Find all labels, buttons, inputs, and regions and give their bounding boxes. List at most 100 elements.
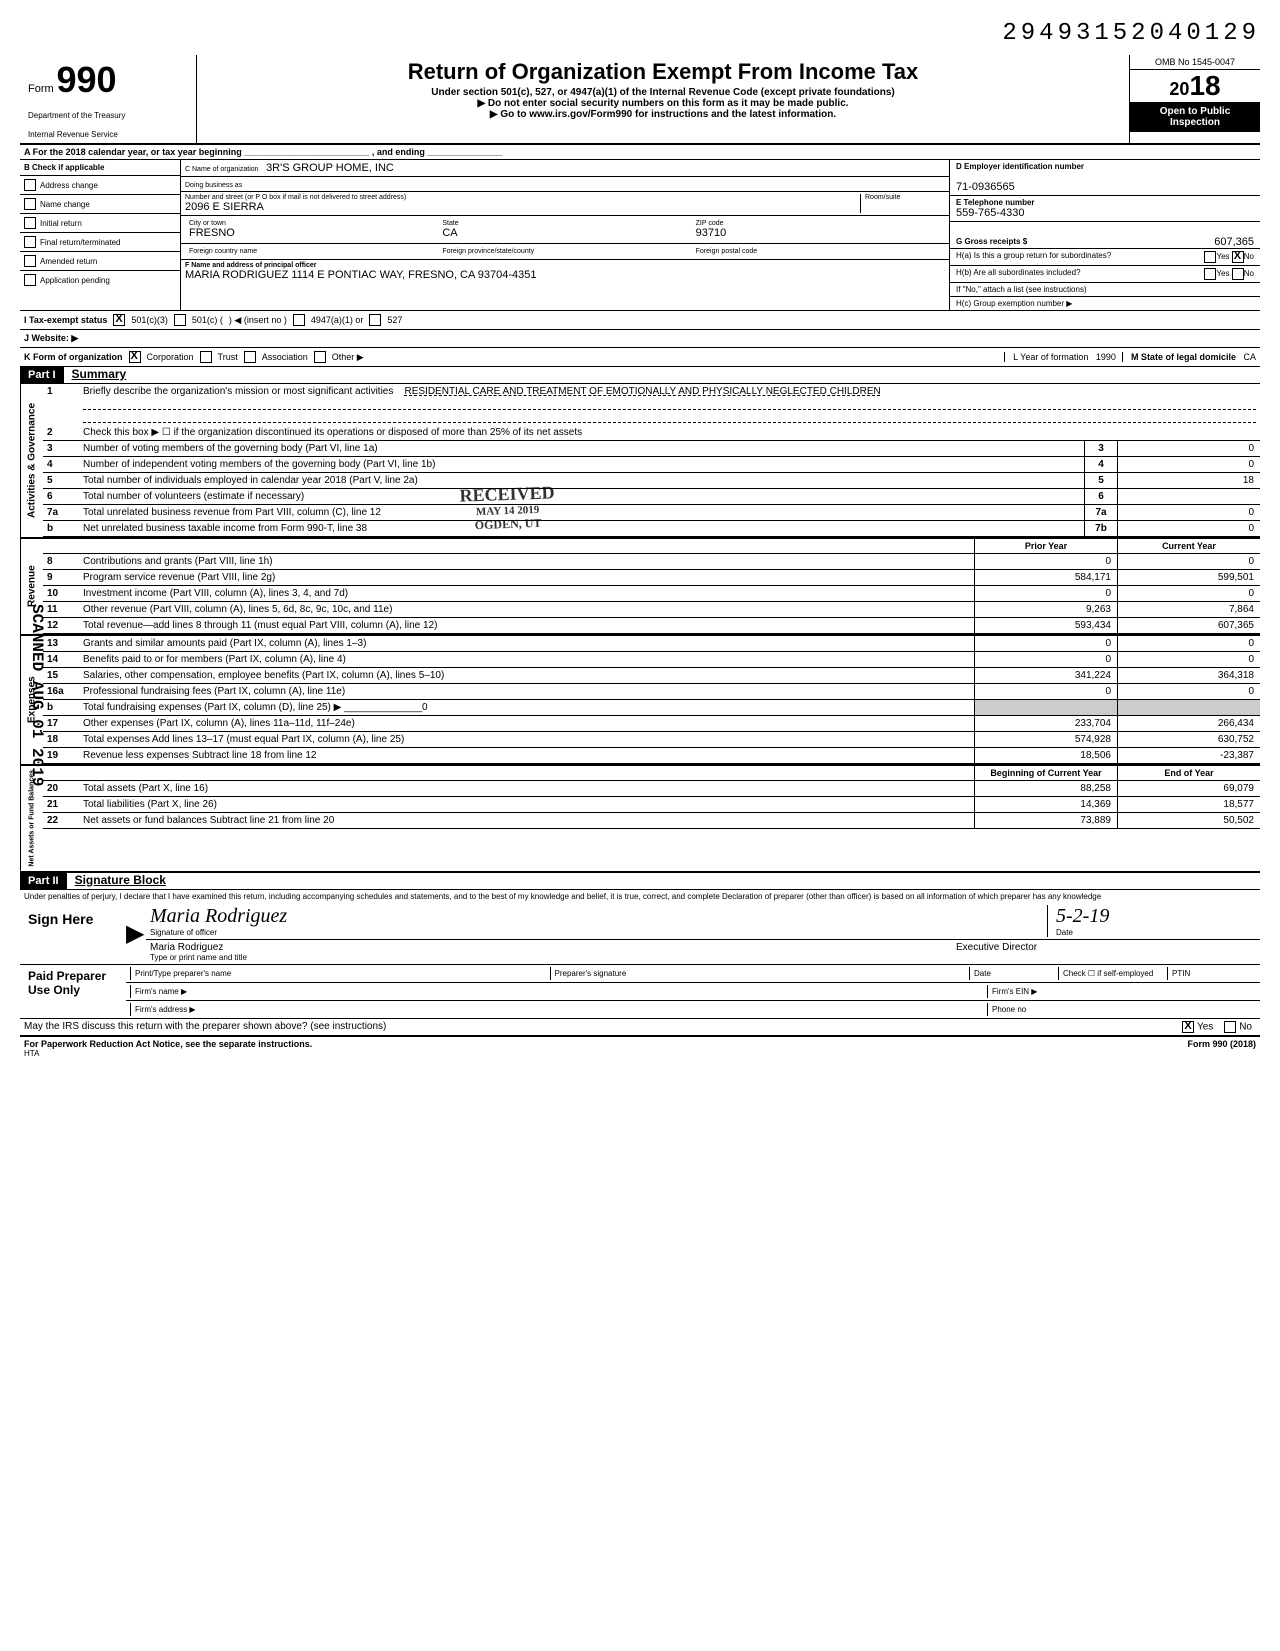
city-state-zip-row: City or townFRESNO StateCA ZIP code93710 <box>181 216 949 244</box>
bal-line-21: 21 Total liabilities (Part X, line 26) 1… <box>43 797 1260 813</box>
discuss-no-checkbox[interactable] <box>1224 1021 1236 1033</box>
ein: 71-0936565 <box>956 171 1254 193</box>
officer-signature: Maria Rodriguez <box>150 905 1047 928</box>
form-prefix: Form <box>28 83 54 95</box>
principal-officer: MARIA RODRIGUEZ 1114 E PONTIAC WAY, FRES… <box>185 269 945 281</box>
dba-row: Doing business as <box>181 177 949 192</box>
h-a-row: H(a) Is this a group return for subordin… <box>950 249 1260 266</box>
exp-line-19: 19 Revenue less expenses Subtract line 1… <box>43 748 1260 764</box>
form-box: Form 990 Department of the Treasury Inte… <box>20 55 197 143</box>
exp-line-13: 13 Grants and similar amounts paid (Part… <box>43 636 1260 652</box>
address-row: Number and street (or P O box if mail is… <box>181 192 949 216</box>
perjury-warning: Under penalties of perjury, I declare th… <box>20 890 1260 903</box>
open-public: Open to Public Inspection <box>1130 102 1260 132</box>
gov-line-7a: 7a Total unrelated business revenue from… <box>43 505 1260 521</box>
check-initial-return[interactable]: Initial return <box>20 214 180 233</box>
part2-header-row: Part II Signature Block <box>20 873 1260 890</box>
mission-text: RESIDENTIAL CARE AND TREATMENT OF EMOTIO… <box>405 386 881 397</box>
sign-date: 5-2-19 <box>1056 905 1256 928</box>
sign-here-row: Sign Here ▶ Maria Rodriguez Signature of… <box>20 903 1260 965</box>
part2-label: Part II <box>20 873 67 889</box>
state-domicile: CA <box>1243 352 1256 362</box>
side-governance: Activities & Governance <box>20 384 43 537</box>
gov-line-4: 4 Number of independent voting members o… <box>43 457 1260 473</box>
discuss-yes-checkbox[interactable] <box>1182 1021 1194 1033</box>
col-b-header: B Check if applicable <box>20 160 180 176</box>
year-formation: 1990 <box>1096 352 1116 362</box>
paperwork-notice: For Paperwork Reduction Act Notice, see … <box>24 1039 312 1049</box>
501c3-checkbox[interactable] <box>113 314 125 326</box>
check-final-return[interactable]: Final return/terminated <box>20 233 180 252</box>
gross-receipts-row: G Gross receipts $ 607,365 <box>950 222 1260 249</box>
dept-irs: Internal Revenue Service <box>28 130 188 139</box>
subtitle-1: Under section 501(c), 527, or 4947(a)(1)… <box>201 87 1125 98</box>
501c-checkbox[interactable] <box>174 314 186 326</box>
gov-line-6: 6 Total number of volunteers (estimate i… <box>43 489 1260 505</box>
ha-no-checkbox[interactable] <box>1232 251 1244 263</box>
city: FRESNO <box>189 227 434 239</box>
zip: 93710 <box>696 227 941 239</box>
main-title: Return of Organization Exempt From Incom… <box>201 59 1125 85</box>
part1-label: Part I <box>20 367 64 383</box>
4947-checkbox[interactable] <box>293 314 305 326</box>
rev-line-12: 12 Total revenue—add lines 8 through 11 … <box>43 618 1260 634</box>
section-b: B Check if applicable Address change Nam… <box>20 160 1260 311</box>
col-b-checkboxes: B Check if applicable Address change Nam… <box>20 160 181 310</box>
bal-line-20: 20 Total assets (Part X, line 16) 88,258… <box>43 781 1260 797</box>
part1-header-row: Part I Summary <box>20 367 1260 384</box>
subtitle-2: ▶ Do not enter social security numbers o… <box>201 98 1125 109</box>
paid-preparer-label: Paid Preparer Use Only <box>20 965 126 1018</box>
balance-header-row: Beginning of Current Year End of Year <box>43 766 1260 781</box>
check-amended[interactable]: Amended return <box>20 252 180 271</box>
hb-no-checkbox[interactable] <box>1232 268 1244 280</box>
sign-here-label: Sign Here <box>20 903 126 964</box>
side-expenses: Expenses <box>20 636 43 764</box>
check-application-pending[interactable]: Application pending <box>20 271 180 289</box>
exp-line-17: 17 Other expenses (Part IX, column (A), … <box>43 716 1260 732</box>
printed-name: Maria Rodriguez <box>150 942 956 953</box>
check-address-change[interactable]: Address change <box>20 176 180 195</box>
gross-receipts: 607,365 <box>1214 236 1254 248</box>
dept-treasury: Department of the Treasury <box>28 111 188 120</box>
exp-line-b: b Total fundraising expenses (Part IX, c… <box>43 700 1260 716</box>
other-checkbox[interactable] <box>314 351 326 363</box>
governance-section: Activities & Governance 1 Briefly descri… <box>20 384 1260 539</box>
omb-number: OMB No 1545-0047 <box>1130 55 1260 70</box>
trust-checkbox[interactable] <box>200 351 212 363</box>
col-c-org-info: C Name of organization 3R'S GROUP HOME, … <box>181 160 950 310</box>
principal-officer-row: F Name and address of principal officer … <box>181 260 949 283</box>
received-stamp: RECEIVED MAY 14 2019 OGDEN, UT <box>459 482 556 533</box>
check-name-change[interactable]: Name change <box>20 195 180 214</box>
ein-row: D Employer identification number 71-0936… <box>950 160 1260 196</box>
part2-title: Signature Block <box>67 873 166 889</box>
row-j-website: J Website: ▶ <box>20 330 1260 348</box>
hta: HTA <box>24 1049 312 1058</box>
exp-line-18: 18 Total expenses Add lines 13–17 (must … <box>43 732 1260 748</box>
col-d-ids: D Employer identification number 71-0936… <box>950 160 1260 310</box>
corp-checkbox[interactable] <box>129 351 141 363</box>
form-ref: Form 990 (2018) <box>1187 1039 1256 1058</box>
h-c-row: H(c) Group exemption number ▶ <box>950 297 1260 310</box>
paid-preparer-row: Paid Preparer Use Only Print/Type prepar… <box>20 965 1260 1019</box>
part1-title: Summary <box>64 367 127 383</box>
rev-line-10: 10 Investment income (Part VIII, column … <box>43 586 1260 602</box>
revenue-section: Revenue Prior Year Current Year 8 Contri… <box>20 539 1260 636</box>
hb-yes-checkbox[interactable] <box>1204 268 1216 280</box>
ha-yes-checkbox[interactable] <box>1204 251 1216 263</box>
line-1: 1 Briefly describe the organization's mi… <box>43 384 1260 425</box>
rev-line-9: 9 Program service revenue (Part VIII, li… <box>43 570 1260 586</box>
title-box: Return of Organization Exempt From Incom… <box>197 55 1129 143</box>
header-row: Form 990 Department of the Treasury Inte… <box>20 55 1260 145</box>
gov-line-3: 3 Number of voting members of the govern… <box>43 441 1260 457</box>
phone: 559-765-4330 <box>956 207 1254 219</box>
tax-year: 2018 <box>1130 70 1260 102</box>
line-2: 2 Check this box ▶ ☐ if the organization… <box>43 425 1260 441</box>
exp-line-16a: 16a Professional fundraising fees (Part … <box>43 684 1260 700</box>
form-number: 990 <box>56 59 116 100</box>
row-i-tax-exempt: I Tax-exempt status 501(c)(3) 501(c) ( )… <box>20 311 1260 330</box>
bal-line-22: 22 Net assets or fund balances Subtract … <box>43 813 1260 829</box>
discuss-row: May the IRS discuss this return with the… <box>20 1019 1260 1037</box>
527-checkbox[interactable] <box>369 314 381 326</box>
assoc-checkbox[interactable] <box>244 351 256 363</box>
year-box: OMB No 1545-0047 2018 Open to Public Ins… <box>1129 55 1260 143</box>
